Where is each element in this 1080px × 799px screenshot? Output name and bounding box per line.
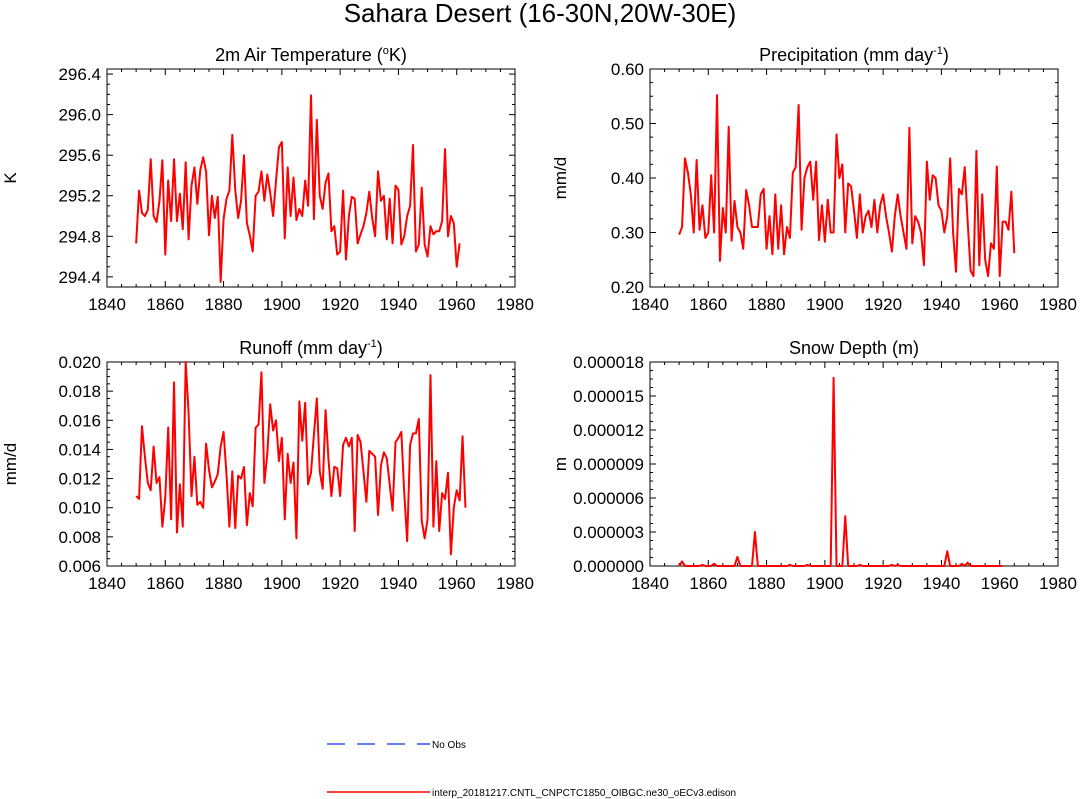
x-tick-label: 1840	[631, 295, 669, 314]
panel-title-sup: -1	[933, 45, 943, 57]
y-tick-label: 0.000018	[573, 353, 644, 372]
x-tick-label: 1860	[146, 295, 184, 314]
legend-label: No Obs	[432, 740, 466, 751]
panel-title-end: )	[377, 338, 383, 358]
y-tick-label: 296.4	[58, 65, 101, 84]
x-tick-label: 1960	[438, 295, 476, 314]
y-tick-label: 294.4	[58, 268, 101, 287]
series-line-model	[678, 94, 1016, 278]
panel-title-sup: o	[383, 45, 389, 57]
x-tick-label: 1920	[321, 295, 359, 314]
x-tick-label: 1880	[205, 295, 243, 314]
x-tick-label: 1840	[88, 295, 126, 314]
panel-title-sup: -1	[367, 338, 377, 350]
x-tick-label: 1840	[631, 574, 669, 593]
x-tick-label: 1840	[88, 574, 126, 593]
panel-title-main: 2m Air Temperature (	[215, 45, 383, 65]
y-tick-label: 0.000003	[573, 523, 644, 542]
x-tick-label: 1960	[981, 295, 1019, 314]
panels: 2m Air Temperature (oK)1840 1860 1880 1900 1…	[1, 45, 1077, 593]
y-tick-label: 0.20	[611, 278, 644, 297]
panel-title-end: )	[943, 45, 949, 65]
x-tick-label: 1980	[496, 574, 534, 593]
x-tick-label: 1900	[263, 295, 301, 314]
y-tick-label: 0.006	[58, 557, 101, 576]
x-tick-label: 1900	[806, 574, 844, 593]
legend: No Obs interp_20181217.CNTL_CNPCTC1850_OI…	[327, 740, 736, 799]
y-axis-label: m	[551, 457, 570, 471]
panel-title: 2m Air Temperature (oK)	[215, 45, 407, 65]
y-tick-label: 0.60	[611, 60, 644, 79]
y-tick-label: 0.010	[58, 499, 101, 518]
x-tick-label: 1900	[806, 295, 844, 314]
x-tick-label: 1940	[923, 295, 961, 314]
panel-title: Precipitation (mm day-1)	[759, 45, 949, 65]
y-tick-label: 0.014	[58, 440, 101, 459]
panel-title: Snow Depth (m)	[789, 338, 919, 358]
x-tick-label: 1880	[205, 574, 243, 593]
x-tick-label: 1980	[1039, 295, 1077, 314]
y-tick-label: 0.30	[611, 224, 644, 243]
x-tick-label: 1880	[748, 574, 786, 593]
x-tick-label: 1860	[689, 295, 727, 314]
y-tick-label: 0.000009	[573, 455, 644, 474]
panel-title-end: K)	[389, 45, 407, 65]
x-tick-label: 1920	[321, 574, 359, 593]
x-tick-label: 1940	[923, 574, 961, 593]
x-tick-label: 1920	[864, 295, 902, 314]
panel-precipitation: Precipitation (mm day-1) 1840 1860 1880 1900…	[551, 45, 1077, 314]
x-tick-label: 1880	[748, 295, 786, 314]
panel-title-main: Runoff (mm day	[239, 338, 367, 358]
panel-snow-depth: Snow Depth (m) 1840 1860 1880 1900 1920 1940 19…	[551, 338, 1077, 593]
panel-temperature: 2m Air Temperature (oK) 1840 1860 1880 1900 1…	[1, 45, 534, 314]
y-tick-label: 0.016	[58, 411, 101, 430]
series-line-model	[678, 376, 1003, 567]
y-tick-label: 296.0	[58, 106, 101, 125]
x-tick-label: 1920	[864, 574, 902, 593]
panel-title: Runoff (mm day-1)	[239, 338, 383, 358]
y-axis-label: mm/d	[1, 443, 20, 486]
x-tick-label: 1900	[263, 574, 301, 593]
x-tick-label: 1940	[380, 295, 418, 314]
y-tick-label: 0.000006	[573, 489, 644, 508]
y-tick-label: 295.2	[58, 187, 101, 206]
y-tick-label: 0.000015	[573, 387, 644, 406]
y-axis-label: K	[1, 172, 20, 184]
panel-runoff: Runoff (mm day-1) 1840 1860 1880 1900 1920 194…	[1, 338, 534, 593]
x-tick-label: 1860	[146, 574, 184, 593]
y-tick-label: 0.40	[611, 169, 644, 188]
y-tick-label: 0.000000	[573, 557, 644, 576]
panel-title-main: Snow Depth (m)	[789, 338, 919, 358]
x-tick-label: 1860	[689, 574, 727, 593]
y-tick-label: 295.6	[58, 146, 101, 165]
y-tick-label: 0.020	[58, 353, 101, 372]
x-tick-label: 1940	[380, 574, 418, 593]
panel-title-main: Precipitation (mm day	[759, 45, 933, 65]
y-tick-label: 0.50	[611, 115, 644, 134]
x-tick-label: 1960	[981, 574, 1019, 593]
series-line-model	[135, 361, 467, 556]
x-tick-label: 1980	[496, 295, 534, 314]
y-tick-label: 0.018	[58, 382, 101, 401]
x-tick-label: 1980	[1039, 574, 1077, 593]
y-tick-label: 294.8	[58, 227, 101, 246]
plot-frame	[649, 361, 1059, 567]
y-axis-label: mm/d	[551, 157, 570, 200]
figure-title: Sahara Desert (16-30N,20W-30E)	[344, 0, 737, 28]
y-tick-label: 0.000012	[573, 421, 644, 440]
y-tick-label: 0.012	[58, 470, 101, 489]
legend-label: interp_20181217.CNTL_CNPCTC1850_OIBGC.ne…	[432, 788, 736, 799]
series-line-model	[135, 94, 461, 283]
x-tick-label: 1960	[438, 574, 476, 593]
y-tick-label: 0.008	[58, 528, 101, 547]
